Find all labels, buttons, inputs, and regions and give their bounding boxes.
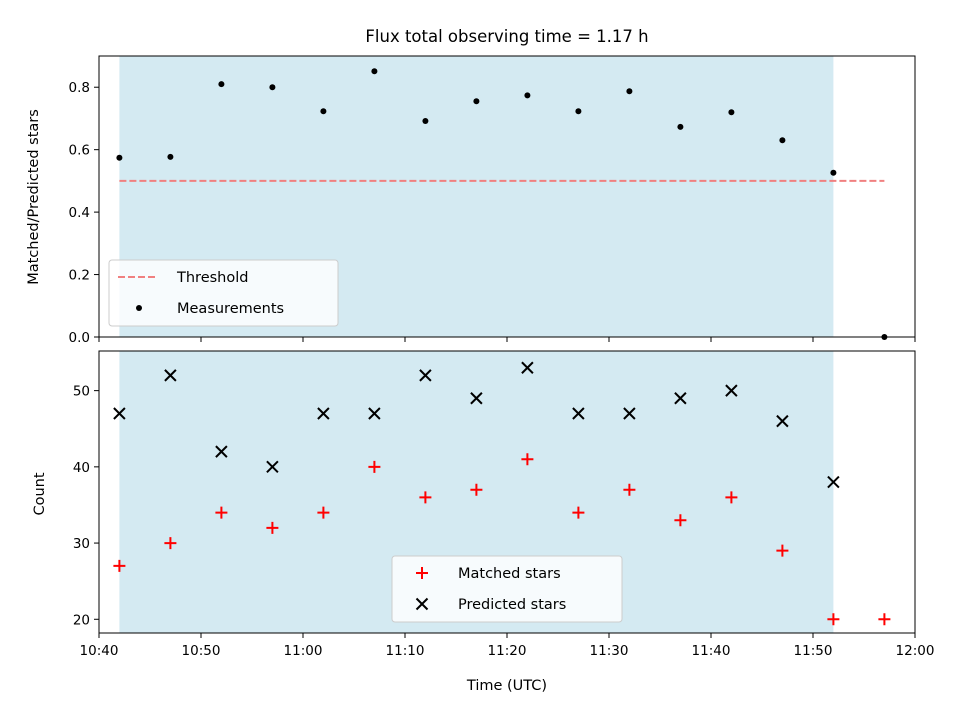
matched-stars-point [266, 521, 279, 534]
matched-stars-point [113, 559, 126, 572]
top-chart-title: Flux total observing time = 1.17 h [365, 27, 648, 46]
predicted-stars-point [368, 407, 381, 420]
x-tick-label: 10:40 [80, 643, 119, 659]
legend-predicted-swatch [415, 597, 429, 611]
top-y-tick-label: 0.8 [69, 80, 90, 96]
legend-predicted-label: Predicted stars [458, 597, 566, 613]
matched-stars-point [419, 491, 432, 504]
legend-measurements-label: Measurements [177, 301, 284, 317]
predicted-stars-point [776, 414, 789, 428]
measurement-point [320, 108, 327, 115]
predicted-stars-point [266, 460, 279, 474]
predicted-stars-point [215, 445, 228, 458]
predicted-stars-point [827, 475, 840, 489]
matched-stars-point [623, 483, 636, 496]
bottom-y-tick-label: 50 [73, 384, 90, 400]
matched-stars-point [572, 506, 585, 519]
top-y-tick-label: 0.0 [69, 330, 90, 346]
matched-stars-point [725, 491, 738, 504]
measurement-point [269, 84, 276, 91]
measurement-point [626, 88, 633, 95]
legend-matched-label: Matched stars [458, 566, 561, 582]
measurement-point [473, 98, 480, 105]
matched-stars-point [878, 613, 891, 626]
matched-stars-point [827, 613, 840, 626]
matched-stars-point [317, 506, 330, 519]
predicted-stars-point [113, 407, 126, 420]
measurement-point [677, 123, 684, 130]
predicted-stars-point [521, 361, 534, 374]
top-y-tick-label: 0.4 [69, 205, 90, 221]
measurement-point [575, 108, 582, 115]
measurement-point [371, 68, 378, 75]
predicted-stars-point [419, 369, 432, 382]
matched-stars-point [776, 544, 789, 557]
matched-stars-point [674, 514, 687, 527]
legend-matched-swatch [416, 567, 428, 579]
top-y-tick-label: 0.2 [69, 268, 90, 284]
predicted-stars-point [674, 392, 687, 405]
top-y-axis-label: Matched/Predicted stars [26, 109, 42, 285]
measurement-point [167, 153, 174, 160]
measurement-point [116, 154, 123, 161]
matched-stars-point [368, 460, 381, 473]
matched-stars-point [521, 453, 534, 466]
bottom-plot-frame [98, 350, 916, 634]
legend-threshold-label: Threshold [176, 270, 248, 286]
bottom-y-tick-label: 40 [73, 460, 90, 476]
matched-stars-point [164, 537, 177, 550]
measurement-point [779, 137, 786, 144]
x-tick-label: 12:00 [896, 643, 935, 659]
bottom-y-tick-label: 20 [73, 612, 90, 628]
bottom-y-tick-label: 30 [73, 536, 90, 552]
x-tick-label: 11:20 [488, 643, 527, 659]
top-plot-frame [98, 55, 916, 338]
predicted-stars-point [164, 369, 177, 382]
predicted-stars-point [470, 392, 483, 405]
matched-stars-point [215, 506, 228, 519]
x-tick-label: 11:10 [386, 643, 425, 659]
top-y-tick-label: 0.6 [69, 143, 90, 159]
x-tick-label: 11:50 [794, 643, 833, 659]
x-axis-label: Time (UTC) [466, 678, 547, 694]
legend-measurements-swatch [136, 305, 142, 311]
bottom-y-axis-label: Count [32, 472, 48, 515]
predicted-stars-point [623, 407, 636, 420]
predicted-stars-point [725, 384, 738, 397]
bottom-legend-box [391, 555, 623, 623]
measurement-point [830, 169, 837, 176]
measurement-point [218, 81, 225, 88]
predicted-stars-point [317, 407, 330, 420]
measurement-point [728, 109, 735, 116]
measurement-point [422, 117, 429, 124]
top-legend-box [108, 259, 339, 327]
x-tick-label: 10:50 [182, 643, 221, 659]
predicted-stars-point [572, 407, 585, 420]
x-tick-label: 11:40 [692, 643, 731, 659]
measurement-point [524, 92, 531, 99]
matched-stars-point [470, 483, 483, 496]
x-tick-label: 11:30 [590, 643, 629, 659]
x-tick-label: 11:00 [284, 643, 323, 659]
